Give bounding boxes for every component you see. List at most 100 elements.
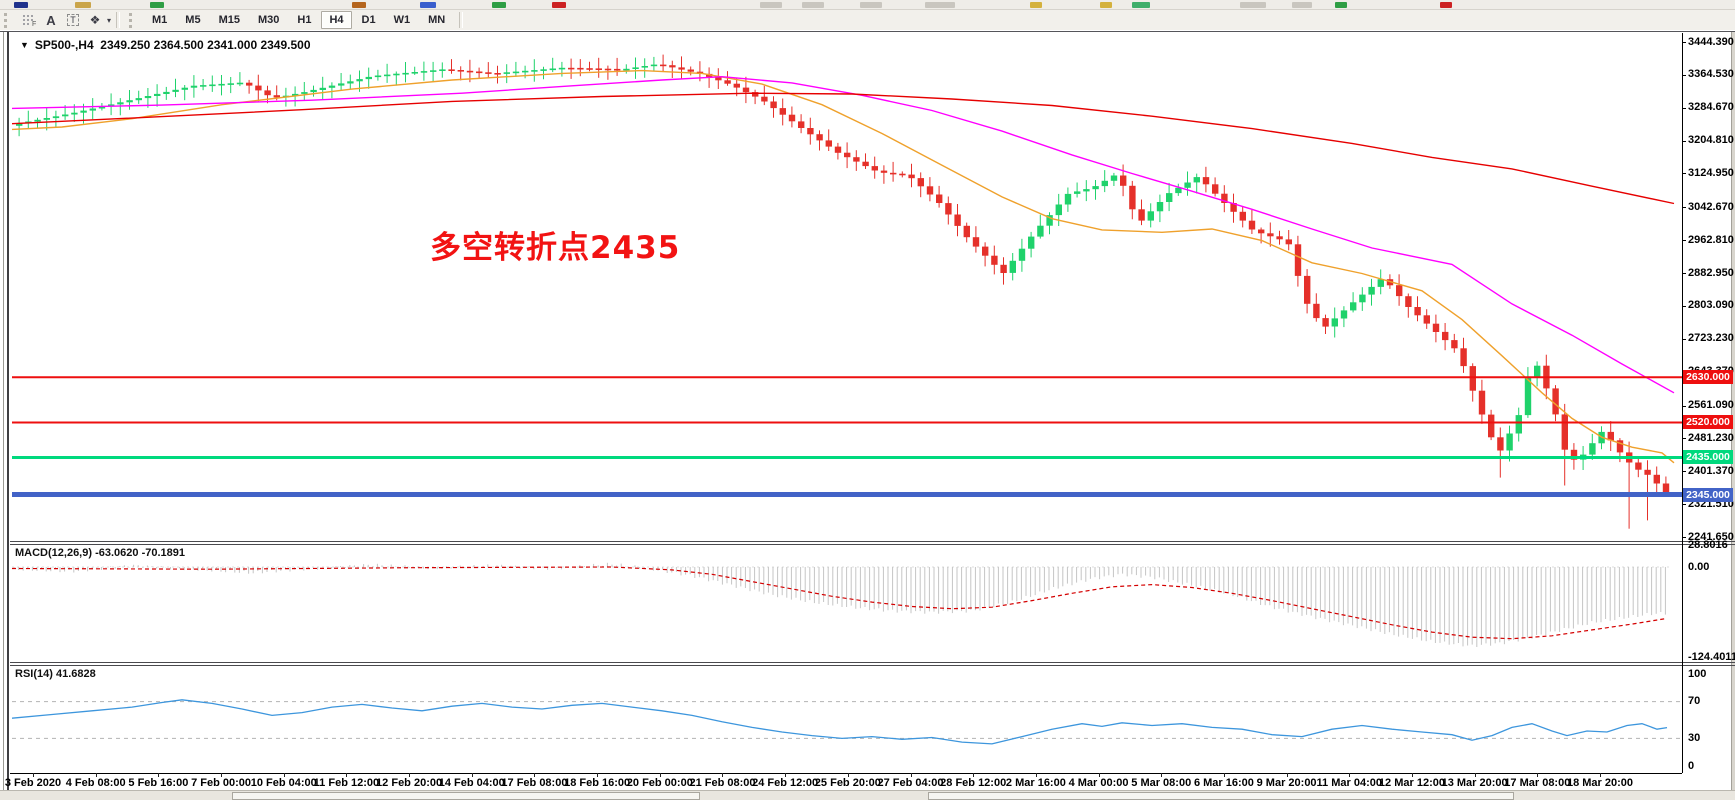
clipped-toolbar-icon <box>1335 2 1347 8</box>
clipped-toolbar-icon <box>1240 2 1266 8</box>
timeframe-button-MN[interactable]: MN <box>428 14 446 26</box>
time-axis-tick <box>534 773 536 777</box>
rsi-indicator-pane[interactable] <box>12 666 1682 773</box>
clipped-toolbar-row <box>0 0 1735 10</box>
clipped-toolbar-icon <box>1030 2 1042 8</box>
toolbar-drag-handle[interactable] <box>4 12 12 28</box>
macd-label: MACD(12,26,9) -63.0620 -70.1891 <box>15 547 185 559</box>
price-axis-label: 3124.950 <box>1688 166 1734 179</box>
pane-splitter[interactable] <box>10 662 1735 663</box>
time-axis-tick <box>221 773 223 777</box>
time-axis-tick <box>659 773 661 777</box>
time-axis-label: 2 Mar 16:00 <box>1005 777 1066 789</box>
price-axis-tick <box>1682 504 1686 506</box>
time-axis-label: 27 Feb 04:00 <box>877 777 944 789</box>
time-axis-tick <box>597 773 599 777</box>
price-axis-label: 2723.230 <box>1688 332 1734 345</box>
timeframe-button-M15[interactable]: M15 <box>218 14 240 26</box>
time-axis-tick <box>346 773 348 777</box>
price-axis-label: 2401.370 <box>1688 464 1734 477</box>
time-axis-tick <box>283 773 285 777</box>
time-axis-tick <box>847 773 849 777</box>
pane-splitter[interactable] <box>10 541 1735 542</box>
price-axis-label: 2241.650 <box>1688 530 1734 543</box>
price-axis-tick <box>1682 305 1686 307</box>
macd-axis-label: 0.00 <box>1688 560 1710 573</box>
time-axis-label: 17 Feb 08:00 <box>501 777 568 789</box>
clipped-toolbar-icon <box>1132 2 1150 8</box>
price-axis-tick <box>1682 273 1686 275</box>
draw-objects-icon[interactable]: ❖ <box>89 13 101 27</box>
time-axis-tick <box>95 773 97 777</box>
macd-main-value: -63.0620 <box>95 547 139 559</box>
timeframe-button-M1[interactable]: M1 <box>152 14 168 26</box>
time-axis-tick <box>1161 773 1163 777</box>
time-axis-label: 3 Feb 2020 <box>4 777 62 789</box>
time-axis-label: 24 Feb 12:00 <box>752 777 819 789</box>
price-axis-label: 2803.090 <box>1688 299 1734 312</box>
time-axis-tick <box>33 773 34 777</box>
fast-ma-orange <box>12 69 1675 464</box>
timeframe-button-group: M1 M5 M15 M30 H1 H4 D1 W1 MN <box>143 11 454 29</box>
clipped-toolbar-icon <box>1100 2 1112 8</box>
price-axis-tick <box>1682 42 1686 43</box>
macd-indicator-pane[interactable] <box>12 545 1682 662</box>
time-axis-tick <box>722 773 724 777</box>
time-axis-tick <box>471 773 473 777</box>
clipped-toolbar-icon <box>492 2 506 8</box>
clipped-toolbar-icon <box>75 2 91 8</box>
rsi-axis-label: 100 <box>1688 667 1707 680</box>
time-axis-tick <box>158 773 160 777</box>
chart-window-left-edge <box>3 32 4 799</box>
price-level-tag-2520.000[interactable]: 2520.000 <box>1683 415 1733 430</box>
time-axis-label: 25 Feb 20:00 <box>814 777 881 789</box>
clipped-toolbar-icon <box>150 2 164 8</box>
text-label-icon[interactable]: A <box>46 12 56 28</box>
price-chart-pane[interactable] <box>12 33 1682 541</box>
price-axis-line[interactable] <box>1682 33 1683 773</box>
price-axis-label: 3364.530 <box>1688 68 1734 81</box>
time-axis-label: 5 Mar 08:00 <box>1131 777 1192 789</box>
time-axis-tick <box>1474 773 1476 777</box>
timeframe-button-H4[interactable]: H4 <box>321 11 352 29</box>
svg-text:F: F <box>32 21 36 26</box>
timeframe-button-M5[interactable]: M5 <box>185 14 201 26</box>
draw-dropdown-caret-icon[interactable]: ▾ <box>107 15 112 25</box>
price-axis-tick <box>1682 471 1686 473</box>
time-axis-tick <box>1411 773 1413 777</box>
clipped-toolbar-icon <box>802 2 824 8</box>
time-axis-tick <box>1098 773 1100 777</box>
price-axis-tick <box>1682 74 1686 76</box>
text-box-icon[interactable]: T <box>64 12 82 28</box>
clipped-toolbar-icon <box>352 2 366 8</box>
time-axis-label: 12 Mar 12:00 <box>1378 777 1445 789</box>
timeframe-button-W1[interactable]: W1 <box>393 14 411 26</box>
price-level-tag-2435.000[interactable]: 2435.000 <box>1683 450 1733 465</box>
price-axis-label: 3042.670 <box>1688 200 1734 213</box>
toolbar: F A T ❖ ▾ M1 M5 M15 M30 H1 H4 D1 W1 MN <box>0 10 1735 30</box>
timeframe-button-M30[interactable]: M30 <box>257 14 280 26</box>
time-axis-label: 20 Feb 00:00 <box>626 777 693 789</box>
price-level-tag-2630.000[interactable]: 2630.000 <box>1683 370 1733 385</box>
symbol-dropdown-icon[interactable]: ▼ <box>20 40 29 50</box>
timeframe-button-H1[interactable]: H1 <box>297 14 312 26</box>
time-axis-label: 5 Feb 16:00 <box>128 777 189 789</box>
time-axis-label: 11 Mar 04:00 <box>1316 777 1382 789</box>
clipped-toolbar-icon <box>420 2 436 8</box>
grid-dots-icon[interactable]: F <box>20 12 38 28</box>
toolbar-separator <box>116 12 121 28</box>
rsi-label: RSI(14) 41.6828 <box>15 668 96 680</box>
price-level-tag-2345.000[interactable]: 2345.000 <box>1683 487 1733 502</box>
timeframe-group-handle[interactable] <box>129 12 137 28</box>
symbol-timeframe-label: SP500-,H4 <box>34 38 94 52</box>
mid-ma-magenta <box>12 75 1675 394</box>
macd-signal-line <box>12 566 1668 640</box>
price-axis-tick <box>1682 173 1686 175</box>
price-axis-label: 3284.670 <box>1688 101 1734 114</box>
macd-name: MACD(12,26,9) <box>15 547 93 559</box>
time-axis-label: 12 Feb 20:00 <box>376 777 443 789</box>
chart-text-annotation[interactable]: 多空转折点2435 <box>430 230 681 266</box>
price-axis-tick <box>1682 140 1686 142</box>
time-axis-tick <box>1223 773 1225 777</box>
timeframe-button-D1[interactable]: D1 <box>361 14 376 26</box>
